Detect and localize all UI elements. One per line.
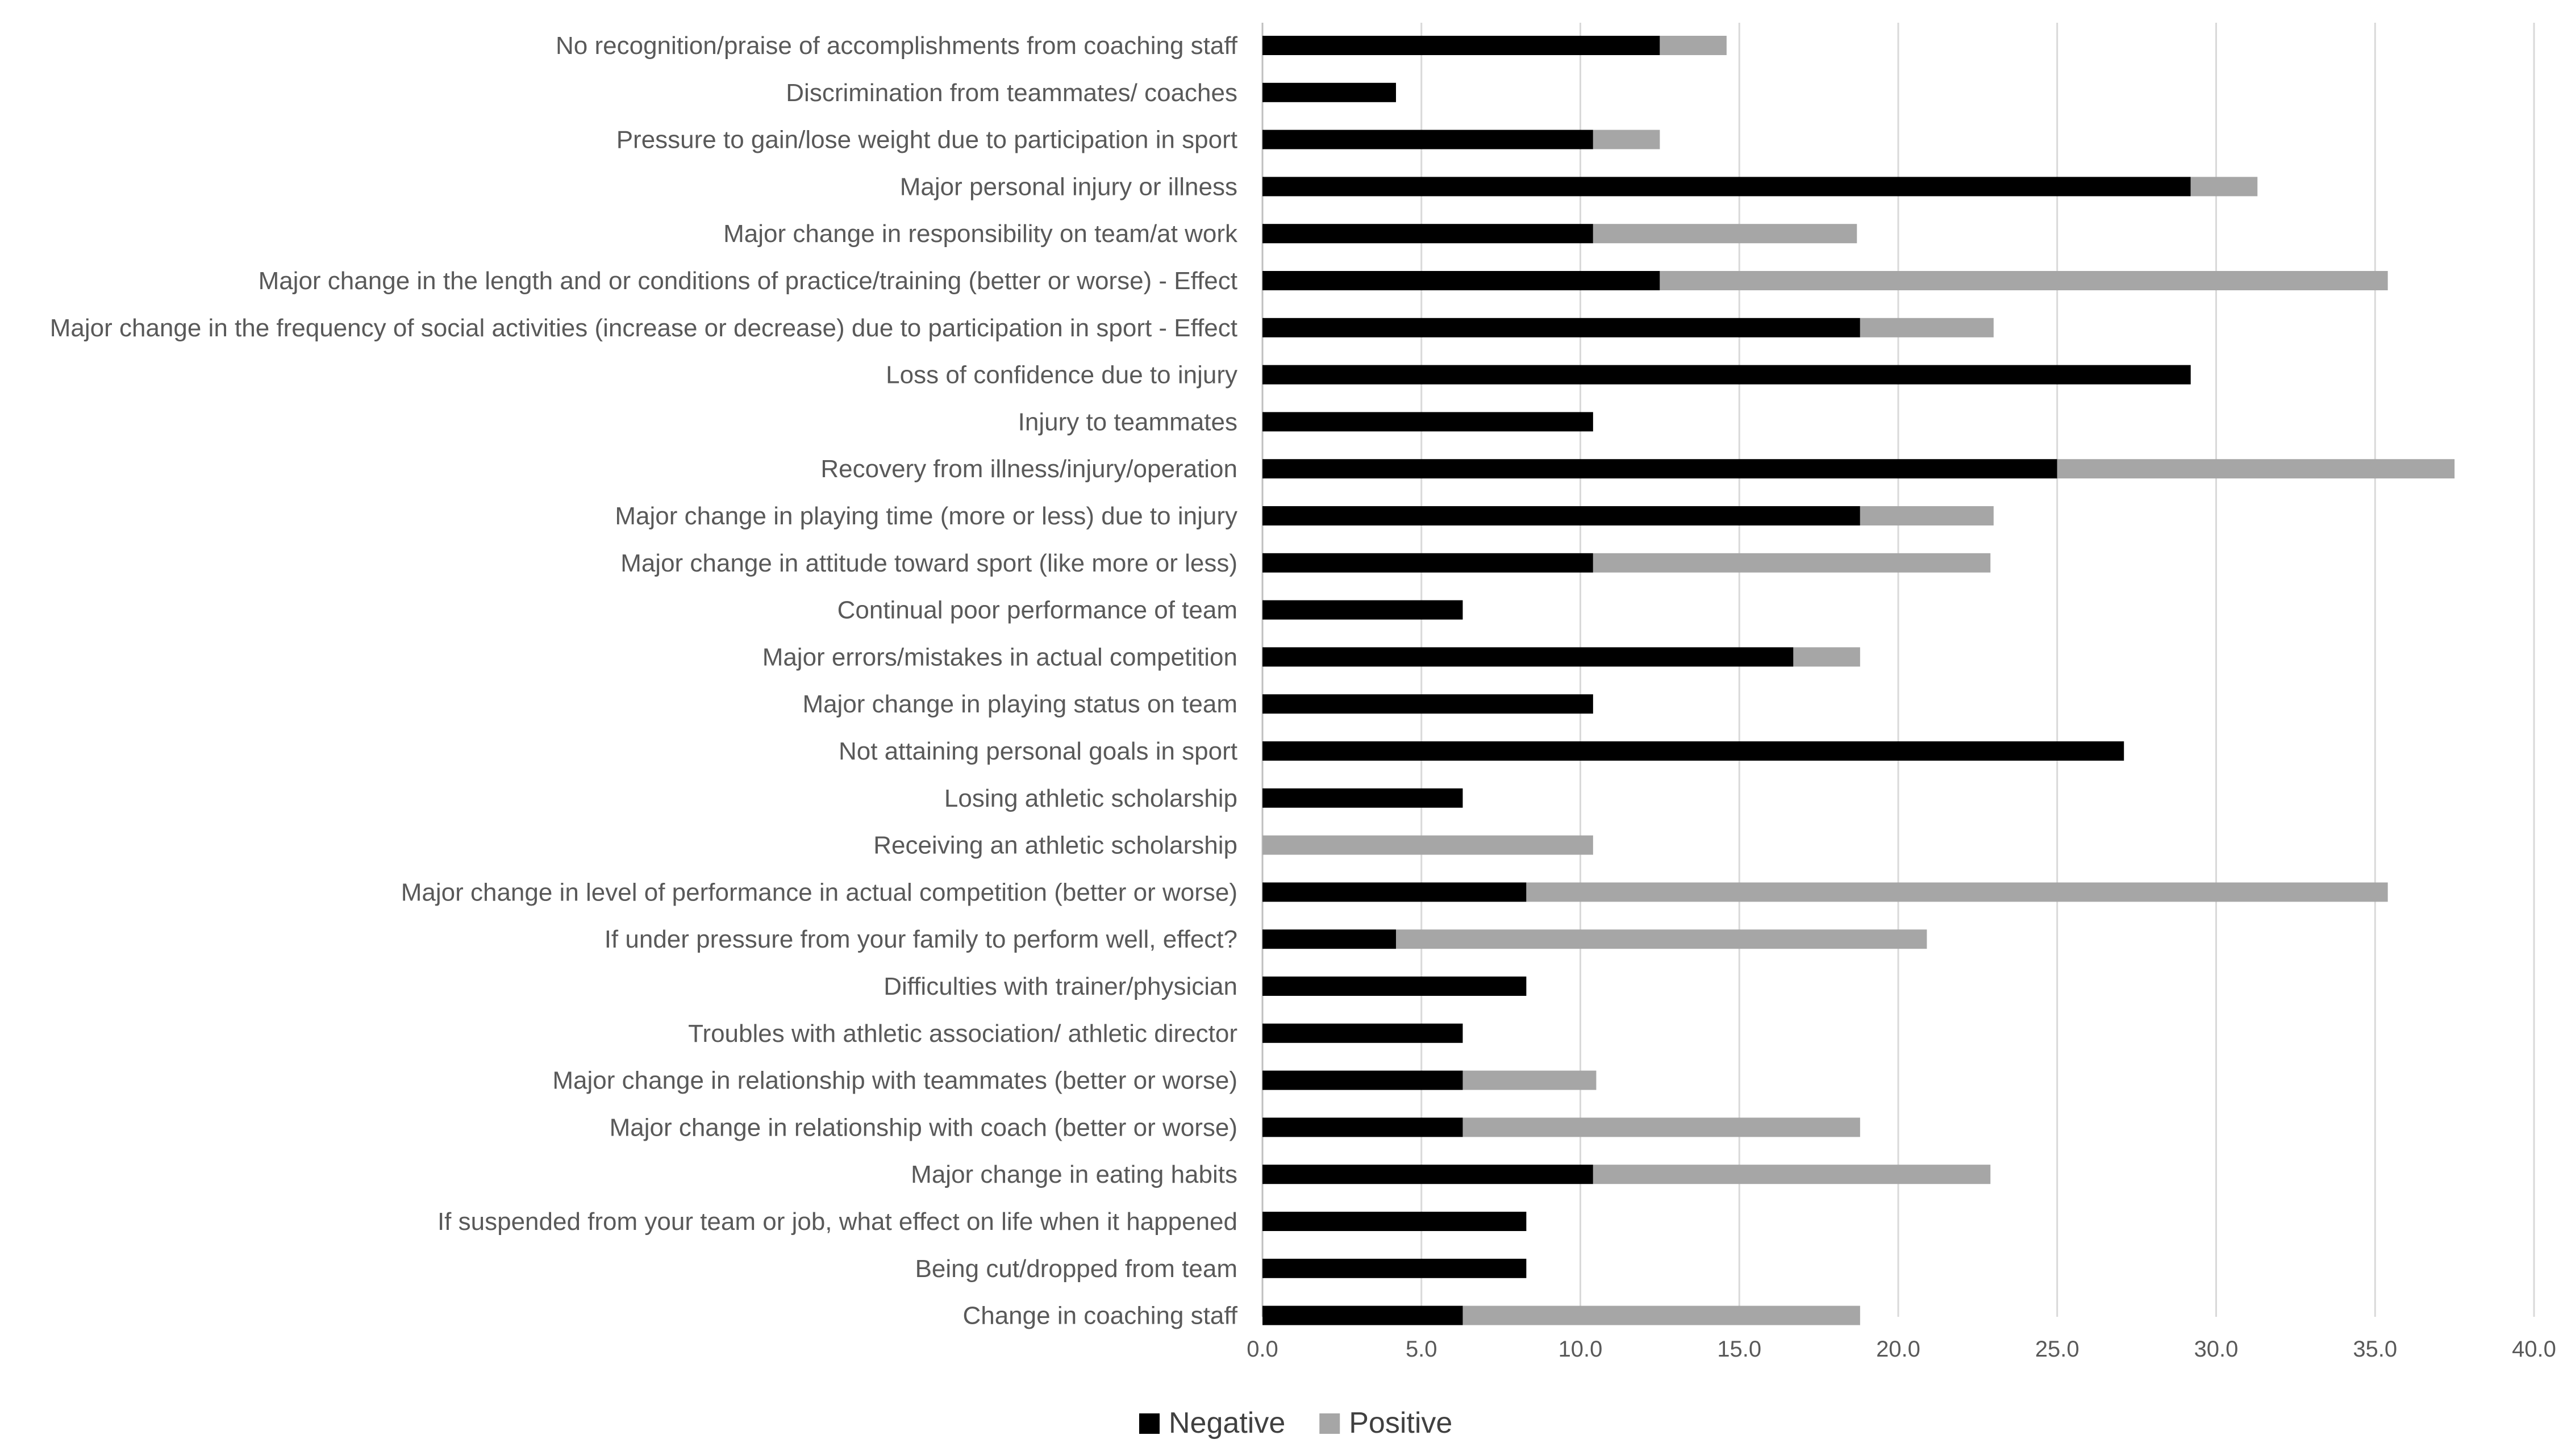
bar-positive xyxy=(1462,1070,1597,1090)
bar-negative xyxy=(1262,82,1396,102)
bar-positive xyxy=(1593,130,1660,149)
bar-negative xyxy=(1262,977,1527,996)
legend-swatch xyxy=(1139,1413,1160,1434)
bar-negative xyxy=(1262,788,1463,808)
bar-positive xyxy=(1526,882,2388,902)
bar-positive xyxy=(1593,224,1857,244)
bar-positive xyxy=(1462,1305,1860,1325)
category-label: Major change in level of performance in … xyxy=(401,878,1237,906)
category-label: Recovery from illness/injury/operation xyxy=(820,455,1237,483)
bar-negative xyxy=(1262,271,1660,290)
bar-positive xyxy=(1593,553,1991,573)
category-label: Major personal injury or illness xyxy=(900,173,1237,201)
category-label: Loss of confidence due to injury xyxy=(886,361,1237,389)
x-tick-label: 20.0 xyxy=(1876,1337,1920,1362)
category-label: Discrimination from teammates/ coaches xyxy=(786,79,1237,107)
bar-negative xyxy=(1262,177,2191,197)
x-tick-labels: 0.0 5.0 10.0 15.0 20.0 25.0 30.0 35.0 40.0 xyxy=(1247,1337,2556,1362)
bar-negative xyxy=(1262,1165,1593,1184)
category-label: Major change in relationship with teamma… xyxy=(552,1067,1237,1095)
bar-negative xyxy=(1262,1212,1527,1231)
bar-negative xyxy=(1262,600,1463,620)
bar-negative xyxy=(1262,741,2124,761)
category-label: Major errors/mistakes in actual competit… xyxy=(762,643,1237,671)
x-tick-label: 25.0 xyxy=(2035,1337,2079,1362)
category-label: Injury to teammates xyxy=(1018,408,1237,436)
bar-positive xyxy=(1395,929,1927,949)
category-label: Being cut/dropped from team xyxy=(915,1255,1237,1283)
bar-negative xyxy=(1262,647,1794,667)
bar-negative xyxy=(1262,412,1593,432)
bar-negative xyxy=(1262,882,1527,902)
category-label: Losing athletic scholarship xyxy=(944,785,1237,812)
category-label: Major change in responsibility on team/a… xyxy=(723,220,1238,248)
bar-negative xyxy=(1262,459,2057,479)
category-label: Receiving an athletic scholarship xyxy=(873,832,1237,860)
bar-positive xyxy=(2057,459,2455,479)
category-label: Major change in the length and or condit… xyxy=(259,267,1237,295)
category-label: Major change in the frequency of social … xyxy=(50,314,1237,342)
category-label: No recognition/praise of accomplishments… xyxy=(556,32,1238,60)
bar-positive xyxy=(1793,647,1860,667)
bar-positive xyxy=(1462,1117,1860,1137)
category-label: Not attaining personal goals in sport xyxy=(839,737,1237,765)
category-label: Troubles with athletic association/ athl… xyxy=(688,1020,1237,1048)
category-label: Major change in playing time (more or le… xyxy=(615,502,1237,530)
bar-positive xyxy=(1860,506,1994,525)
bar-positive xyxy=(1660,36,1727,55)
x-tick-label: 30.0 xyxy=(2194,1337,2239,1362)
legend: Negative Positive xyxy=(1139,1407,1452,1440)
category-label: Major change in attitude toward sport (l… xyxy=(620,549,1237,577)
legend-swatch xyxy=(1319,1413,1340,1434)
category-label: Continual poor performance of team xyxy=(837,596,1237,624)
x-tick-label: 10.0 xyxy=(1558,1337,1603,1362)
category-label: Change in coaching staff xyxy=(962,1302,1237,1330)
bar-negative xyxy=(1262,365,2191,385)
bar-negative xyxy=(1262,694,1593,714)
bar-negative xyxy=(1262,1117,1463,1137)
bar-positive xyxy=(1860,318,1994,337)
bar-negative xyxy=(1262,1070,1463,1090)
x-tick-label: 40.0 xyxy=(2512,1337,2556,1362)
category-label: Major change in relationship with coach … xyxy=(610,1113,1237,1141)
bar-negative xyxy=(1262,224,1593,244)
x-tick-label: 0.0 xyxy=(1247,1337,1278,1362)
x-tick-label: 5.0 xyxy=(1406,1337,1437,1362)
category-labels: No recognition/praise of accomplishments… xyxy=(50,32,1238,1330)
bar-negative xyxy=(1262,506,1860,525)
category-label: If under pressure from your family to pe… xyxy=(605,925,1237,953)
legend-label: Positive xyxy=(1349,1407,1452,1440)
bar-negative xyxy=(1262,1258,1527,1278)
bars xyxy=(1262,36,2455,1325)
bar-positive xyxy=(1262,835,1593,855)
bar-positive xyxy=(2190,177,2258,197)
x-tick-label: 15.0 xyxy=(1717,1337,1761,1362)
category-label: Pressure to gain/lose weight due to part… xyxy=(616,126,1237,154)
bar-negative xyxy=(1262,1023,1463,1043)
legend-label: Negative xyxy=(1169,1407,1285,1440)
bar-negative xyxy=(1262,929,1396,949)
category-label: Difficulties with trainer/physician xyxy=(883,973,1237,1000)
bar-negative xyxy=(1262,130,1593,149)
bar-negative xyxy=(1262,553,1593,573)
bar-negative xyxy=(1262,318,1860,337)
bar-negative xyxy=(1262,1305,1463,1325)
x-tick-label: 35.0 xyxy=(2353,1337,2397,1362)
category-label: Major change in playing status on team xyxy=(802,690,1237,718)
bar-positive xyxy=(1660,271,2388,290)
bar-positive xyxy=(1593,1165,1991,1184)
bar-negative xyxy=(1262,36,1660,55)
category-label: Major change in eating habits xyxy=(911,1161,1237,1188)
category-label: If suspended from your team or job, what… xyxy=(437,1208,1237,1236)
